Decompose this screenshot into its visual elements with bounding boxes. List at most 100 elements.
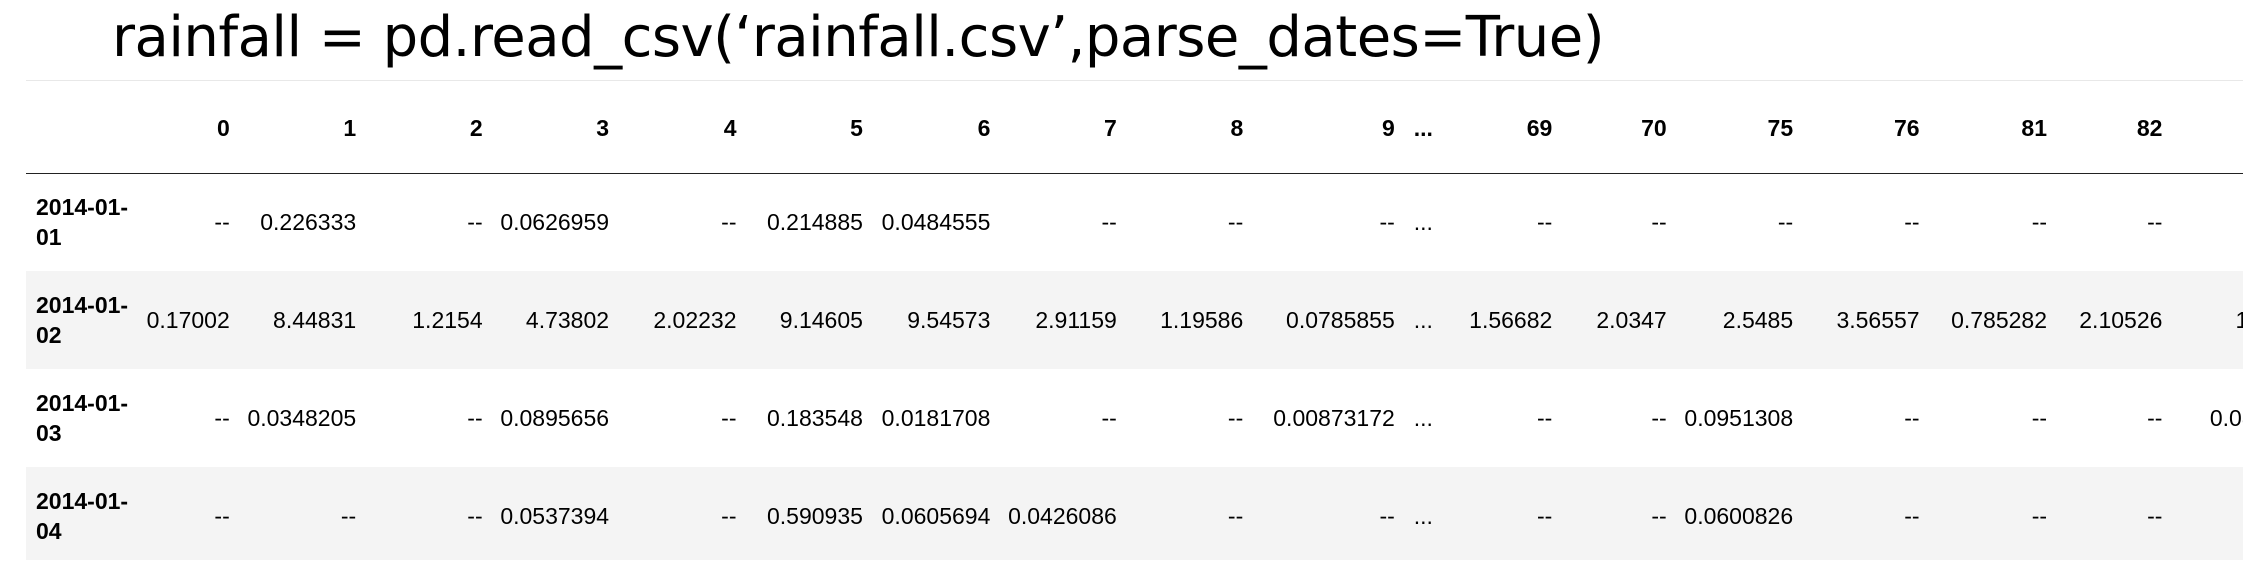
table-cell: -- <box>2147 208 2163 235</box>
table-cell: -- <box>1536 404 1553 431</box>
column-header <box>2175 81 2243 174</box>
table-cell: -- <box>2031 502 2048 529</box>
table-cell: 0.183548 <box>767 404 863 431</box>
table-cell: -- <box>1227 502 1244 529</box>
table-cell: -- <box>1227 208 1244 235</box>
table-cell: -- <box>1904 502 1920 529</box>
table-cell: -- <box>467 502 483 529</box>
column-header: 1 <box>242 81 370 174</box>
index-header <box>26 81 139 174</box>
column-header: 9 <box>1256 81 1408 174</box>
table-cell: -- <box>340 502 357 529</box>
table-cell: -- <box>214 502 230 529</box>
table-cell <box>2175 173 2243 271</box>
column-header: 7 <box>1003 81 1130 174</box>
table-cell: 0.0426086 <box>1008 502 1117 529</box>
table-cell: 0.226333 <box>260 208 357 235</box>
table-cell: 0.0484555 <box>881 208 991 235</box>
table-cell: 0.0951308 <box>1684 404 1794 431</box>
table-cell: 8.44831 <box>273 306 357 333</box>
column-header: 3 <box>495 81 623 174</box>
column-header: 8 <box>1129 81 1257 174</box>
table-cell: -- <box>1904 208 1920 235</box>
column-header: 82 <box>2060 81 2176 174</box>
row-index: 2014-01-04 <box>36 488 129 544</box>
table-cell: -- <box>1536 208 1553 235</box>
table-cell: 0.0348205 <box>247 404 357 431</box>
table-row: 2014-01-01 -- 0.226333 -- 0.0626959 -- 0… <box>26 173 2243 271</box>
table-cell: -- <box>1904 404 1920 431</box>
table-cell: -- <box>2031 404 2048 431</box>
table-cell: 0.0605694 <box>881 502 991 529</box>
table-cell: -- <box>1536 502 1553 529</box>
table-cell <box>2175 467 2243 560</box>
table-row: 2014-01-03 -- 0.0348205 -- 0.0895656 -- … <box>26 369 2243 467</box>
table-cell: -- <box>1101 208 1117 235</box>
table-cell: -- <box>467 208 483 235</box>
table-cell: 0.0626959 <box>500 208 610 235</box>
column-header: 2 <box>369 81 496 174</box>
table-cell: 1.229 <box>2175 271 2243 369</box>
code-line: rainfall = pd.read_csv(‘rainfall.csv’,pa… <box>112 5 1605 70</box>
table-cell: 0.0181708 <box>881 404 991 431</box>
table-cell: 9.54573 <box>907 306 991 333</box>
table-cell: -- <box>1651 404 1667 431</box>
table-cell: 9.14605 <box>779 306 863 333</box>
table-cell: -- <box>721 404 737 431</box>
table-cell: 1.19586 <box>1160 306 1244 333</box>
column-header: 5 <box>749 81 876 174</box>
output-separator <box>26 80 2243 81</box>
table-cell: -- <box>1379 502 1395 529</box>
table-cell: -- <box>1651 502 1667 529</box>
row-index: 2014-01-01 <box>36 194 129 251</box>
column-header: 76 <box>1806 81 1933 174</box>
table-cell: 1.2154 <box>412 306 483 333</box>
table-cell-ellipsis: ... <box>1413 502 1433 529</box>
table-cell: 2.0347 <box>1596 306 1667 333</box>
table-cell: -- <box>1651 208 1667 235</box>
table-cell-ellipsis: ... <box>1413 404 1433 431</box>
table-cell-ellipsis: ... <box>1413 208 1433 235</box>
row-index: 2014-01-02 <box>36 292 129 348</box>
dataframe-table: 0 1 2 3 4 5 6 7 8 9 ... 69 70 75 76 81 8… <box>26 81 2243 560</box>
table-cell: -- <box>1101 404 1117 431</box>
column-header: 75 <box>1679 81 1807 174</box>
table-cell: -- <box>721 502 737 529</box>
table-cell: 0.785282 <box>1951 306 2048 333</box>
table-cell-ellipsis: ... <box>1413 306 1433 333</box>
column-header: 69 <box>1440 81 1566 174</box>
table-cell: 0.17002 <box>146 306 230 333</box>
table-cell: 0.590935 <box>767 502 863 529</box>
column-header: 4 <box>622 81 750 174</box>
table-cell: 0.0537394 <box>500 502 610 529</box>
table-cell: 2.10526 <box>2079 306 2163 333</box>
table-row: 2014-01-02 0.17002 8.44831 1.2154 4.7380… <box>26 271 2243 369</box>
table-cell: -- <box>721 208 737 235</box>
table-cell: -- <box>1379 208 1395 235</box>
table-row: 2014-01-04 -- -- -- 0.0537394 -- 0.59093… <box>26 467 2243 560</box>
table-cell: 0.0785855 <box>1286 306 1395 333</box>
table-cell: 4.73802 <box>525 306 610 333</box>
column-header-ellipsis: ... <box>1407 81 1441 174</box>
table-cell: 2.91159 <box>1035 306 1117 333</box>
table-cell: -- <box>2147 502 2163 529</box>
table-cell: -- <box>214 208 230 235</box>
dataframe-output: 0 1 2 3 4 5 6 7 8 9 ... 69 70 75 76 81 8… <box>26 80 2243 560</box>
table-cell: 2.5485 <box>1722 306 1794 333</box>
table-cell: 1.56682 <box>1469 306 1553 333</box>
table-cell: 0.0600826 <box>1684 502 1794 529</box>
table-cell: -- <box>467 404 483 431</box>
table-cell: -- <box>214 404 230 431</box>
column-header: 6 <box>875 81 1004 174</box>
column-header: 81 <box>1932 81 2061 174</box>
table-cell: -- <box>1227 404 1244 431</box>
header-row: 0 1 2 3 4 5 6 7 8 9 ... 69 70 75 76 81 8… <box>26 81 2243 174</box>
table-cell: 0.00873172 <box>1273 404 1395 431</box>
table-cell: -- <box>1777 208 1794 235</box>
row-index: 2014-01-03 <box>36 390 129 446</box>
table-cell: 2.02232 <box>653 306 737 333</box>
column-header: 70 <box>1565 81 1680 174</box>
table-cell: 0.214885 <box>767 208 863 235</box>
table-cell: 0.0895656 <box>500 404 610 431</box>
table-cell: 0.08021 <box>2209 404 2243 431</box>
